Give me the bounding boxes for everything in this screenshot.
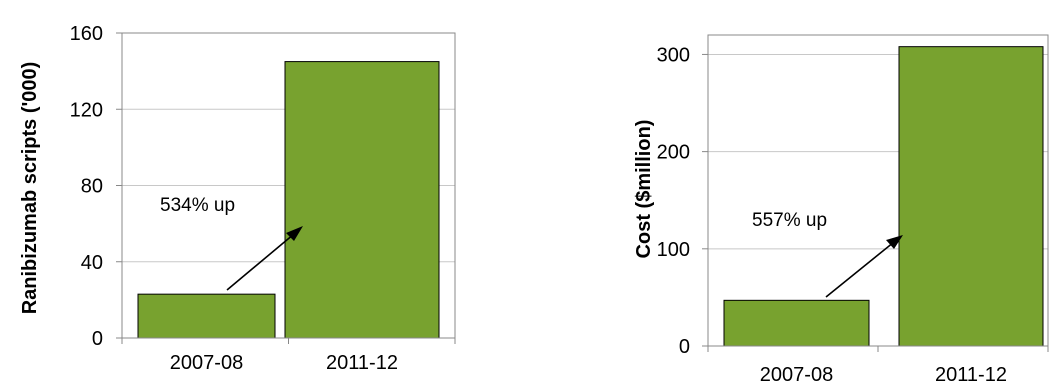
bar-2007-08 <box>723 299 870 347</box>
bar-2011-12 <box>898 46 1044 347</box>
y-tick-label: 160 <box>70 23 103 45</box>
chart-1-x-axis <box>121 337 456 344</box>
chart-2-x-axis <box>707 345 1049 352</box>
x-tick-label: 2011-12 <box>326 352 398 374</box>
chart-2-x-tick-labels: 2007-08 2011-12 <box>760 364 1007 386</box>
chart-1-x-tick-labels: 2007-08 2011-12 <box>170 352 398 374</box>
chart-cost: Cost ($million) 0 100 200 300 2007-08 2011-1… <box>633 34 1049 386</box>
y-tick-label: 120 <box>70 99 103 121</box>
y-tick-label: 0 <box>92 328 103 350</box>
chart-1-ylabel: Ranibizumab scripts ('000) <box>19 62 41 315</box>
chart-2-ylabel: Cost ($million) <box>633 120 655 259</box>
chart-1-bars <box>137 61 440 339</box>
bar-2007-08 <box>137 293 276 339</box>
x-tick-label: 2011-12 <box>935 364 1007 386</box>
chart-2-bars <box>723 46 1044 347</box>
chart-1-annotation: 534% up <box>160 195 235 216</box>
y-tick-label: 300 <box>657 44 690 66</box>
chart-scripts: Ranibizumab scripts ('000) 0 40 80 120 160 2… <box>19 23 456 374</box>
y-tick-label: 40 <box>81 252 103 274</box>
chart-2-annotation: 557% up <box>752 210 827 231</box>
chart-2-y-tick-labels: 0 100 200 300 <box>657 44 708 358</box>
chart-1-y-tick-labels: 0 40 80 120 160 <box>70 23 122 350</box>
y-tick-label: 200 <box>657 142 690 164</box>
chart-2-annotation-arrow <box>825 235 903 298</box>
y-tick-label: 100 <box>657 239 690 261</box>
chart-1-annotation-arrow <box>226 226 303 291</box>
y-tick-label: 0 <box>679 336 690 358</box>
bar-2011-12 <box>284 61 440 339</box>
y-tick-label: 80 <box>81 176 103 198</box>
x-tick-label: 2007-08 <box>760 364 833 386</box>
x-tick-label: 2007-08 <box>170 352 243 374</box>
